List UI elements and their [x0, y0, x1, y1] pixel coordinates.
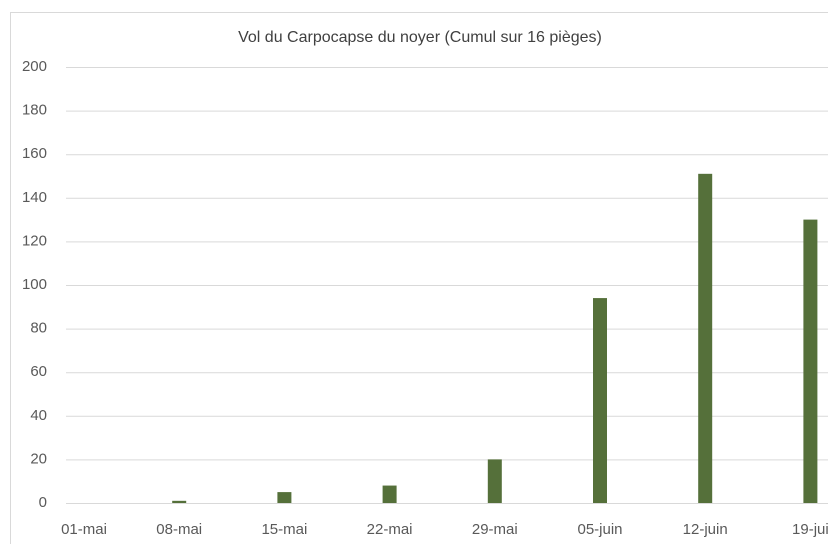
y-tick-label: 20	[30, 450, 47, 467]
y-tick-label: 60	[30, 363, 47, 380]
bar	[172, 500, 187, 503]
x-tick-label: 12-juin	[683, 521, 728, 538]
y-tick-label: 0	[39, 494, 47, 511]
x-tick-label: 15-mai	[261, 521, 307, 538]
y-tick-label: 180	[22, 102, 47, 119]
chart-title: Vol du Carpocapse du noyer (Cumul sur 16…	[238, 29, 602, 46]
x-tick-label: 19-jui	[792, 521, 828, 538]
y-tick-label: 200	[22, 58, 47, 75]
x-tick-label: 01-mai	[61, 521, 107, 538]
x-tick-label: 08-mai	[156, 521, 202, 538]
bar	[803, 219, 818, 503]
bar	[698, 173, 713, 503]
x-tick-label: 22-mai	[367, 521, 413, 538]
bar	[593, 298, 607, 503]
y-tick-label: 140	[22, 189, 47, 206]
y-tick-label: 160	[22, 145, 47, 162]
y-tick-label: 40	[30, 407, 47, 424]
y-tick-label: 120	[22, 232, 47, 249]
x-tick-label: 05-juin	[577, 521, 622, 538]
chart-border	[10, 12, 828, 544]
bar	[487, 459, 502, 503]
bar	[382, 485, 397, 503]
y-tick-label: 80	[30, 320, 47, 337]
x-tick-label: 29-mai	[472, 521, 518, 538]
y-tick-label: 100	[22, 276, 47, 293]
bar	[277, 492, 292, 503]
